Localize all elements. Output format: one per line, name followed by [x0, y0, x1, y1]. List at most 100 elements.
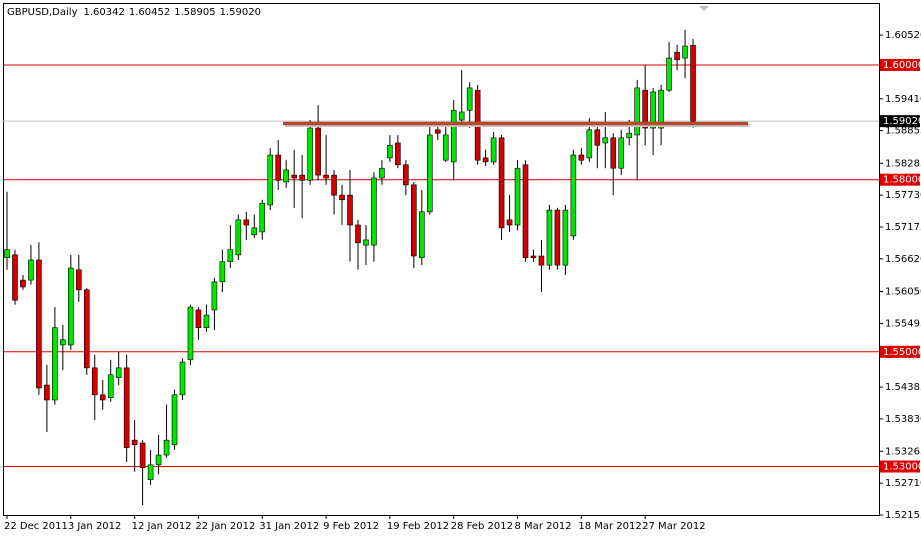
candle-body — [155, 454, 162, 466]
candle-body — [482, 157, 489, 163]
candle-body — [203, 314, 210, 328]
candle-body — [243, 219, 250, 226]
candle-body — [395, 142, 401, 166]
candle-body — [634, 87, 640, 136]
candle-body — [682, 45, 688, 59]
x-tick-label: 28 Feb 2012 — [451, 521, 513, 532]
candle-body — [690, 45, 696, 122]
level-label: 1.53000 — [883, 462, 921, 473]
candle-body — [570, 154, 577, 237]
header-value: 1.60342 — [84, 7, 125, 18]
y-tick-label: 1.56050 — [885, 287, 921, 298]
candle-body — [123, 367, 130, 448]
candle-body — [626, 132, 633, 139]
candle-body — [12, 254, 18, 301]
level-label-box — [880, 173, 920, 186]
x-tick-label: 12 Jan 2012 — [132, 521, 192, 532]
candle-body — [490, 137, 497, 163]
candle-body — [650, 91, 656, 129]
candle-body — [610, 137, 617, 169]
level-label: 1.55000 — [883, 347, 921, 358]
candle-body — [578, 154, 585, 161]
candle-body — [530, 255, 537, 259]
candle-body — [187, 306, 194, 361]
x-tick-label: 3 Jan 2012 — [68, 521, 122, 532]
candle-body — [235, 219, 242, 256]
candle-body — [139, 442, 146, 468]
candle-body — [379, 167, 385, 179]
candle-body — [674, 52, 680, 61]
y-tick-label: 1.57175 — [885, 222, 921, 233]
candle-body — [666, 57, 672, 91]
candle-body — [20, 279, 26, 288]
candle-body — [602, 137, 609, 144]
candle-body — [179, 361, 186, 396]
candle-body — [426, 134, 433, 213]
y-tick-label: 1.58285 — [885, 158, 921, 169]
chart-title: GBPUSD,Daily — [7, 7, 78, 18]
candle-body — [522, 164, 529, 259]
candle-body — [60, 339, 66, 346]
header-value: 1.58905 — [174, 7, 215, 18]
candle-body — [323, 174, 329, 179]
candle-body — [331, 174, 337, 196]
candle-body — [546, 209, 553, 266]
y-tick-label: 1.52155 — [885, 510, 921, 521]
candle-body — [554, 209, 561, 266]
y-tick-label: 1.60520 — [885, 30, 921, 41]
level-label-box — [880, 58, 920, 71]
candle-body — [147, 464, 154, 481]
candle-body — [83, 289, 90, 369]
y-tick-label: 1.53265 — [885, 446, 921, 457]
y-tick-label: 1.56620 — [885, 254, 921, 265]
current-price-box — [880, 115, 920, 128]
candle-body — [283, 169, 289, 183]
candle-body — [355, 224, 361, 244]
candle-body — [211, 281, 218, 311]
candle-body — [219, 261, 226, 283]
candle-body — [538, 255, 545, 266]
level-label: 1.60000 — [883, 60, 921, 71]
x-tick-label: 22 Jan 2012 — [195, 521, 255, 532]
x-tick-label: 27 Mar 2012 — [642, 521, 705, 532]
candle-body — [466, 87, 473, 111]
candle-body — [403, 164, 409, 186]
candle-body — [36, 259, 42, 389]
candle-body — [411, 184, 417, 257]
candle-body — [618, 137, 625, 169]
candle-body — [171, 394, 178, 446]
y-tick-label: 1.54385 — [885, 382, 921, 393]
header-value: 1.60452 — [129, 7, 170, 18]
candle-body — [387, 144, 393, 159]
candle-body — [315, 127, 321, 176]
candle-body — [586, 129, 593, 159]
candle-body — [347, 194, 353, 226]
candle-body — [107, 374, 114, 398]
candle-body — [458, 111, 465, 121]
candle-body — [299, 174, 305, 181]
candle-body — [506, 219, 513, 226]
candle-body — [267, 154, 274, 206]
candle-body — [115, 367, 122, 378]
candle-body — [227, 249, 234, 263]
candle-body — [28, 259, 34, 281]
candle-body — [251, 227, 258, 236]
candle-body — [642, 89, 648, 129]
y-tick-label: 1.58855 — [885, 126, 921, 137]
candle-body — [363, 239, 369, 246]
candle-body — [91, 367, 98, 396]
y-tick-label: 1.52710 — [885, 478, 921, 489]
candle-body — [4, 249, 10, 259]
candle-body — [339, 194, 345, 201]
candle-body — [562, 209, 569, 266]
candle-body — [291, 174, 297, 179]
y-tick-label: 1.57730 — [885, 190, 921, 201]
candle-body — [131, 439, 138, 446]
candle-body — [99, 394, 106, 401]
candle-body — [52, 327, 58, 401]
candle-body — [371, 177, 377, 246]
chart-header: GBPUSD,Daily 1.60342 1.60452 1.58905 1.59020 — [7, 7, 261, 18]
x-tick-label: 22 Dec 2011 — [4, 521, 68, 532]
